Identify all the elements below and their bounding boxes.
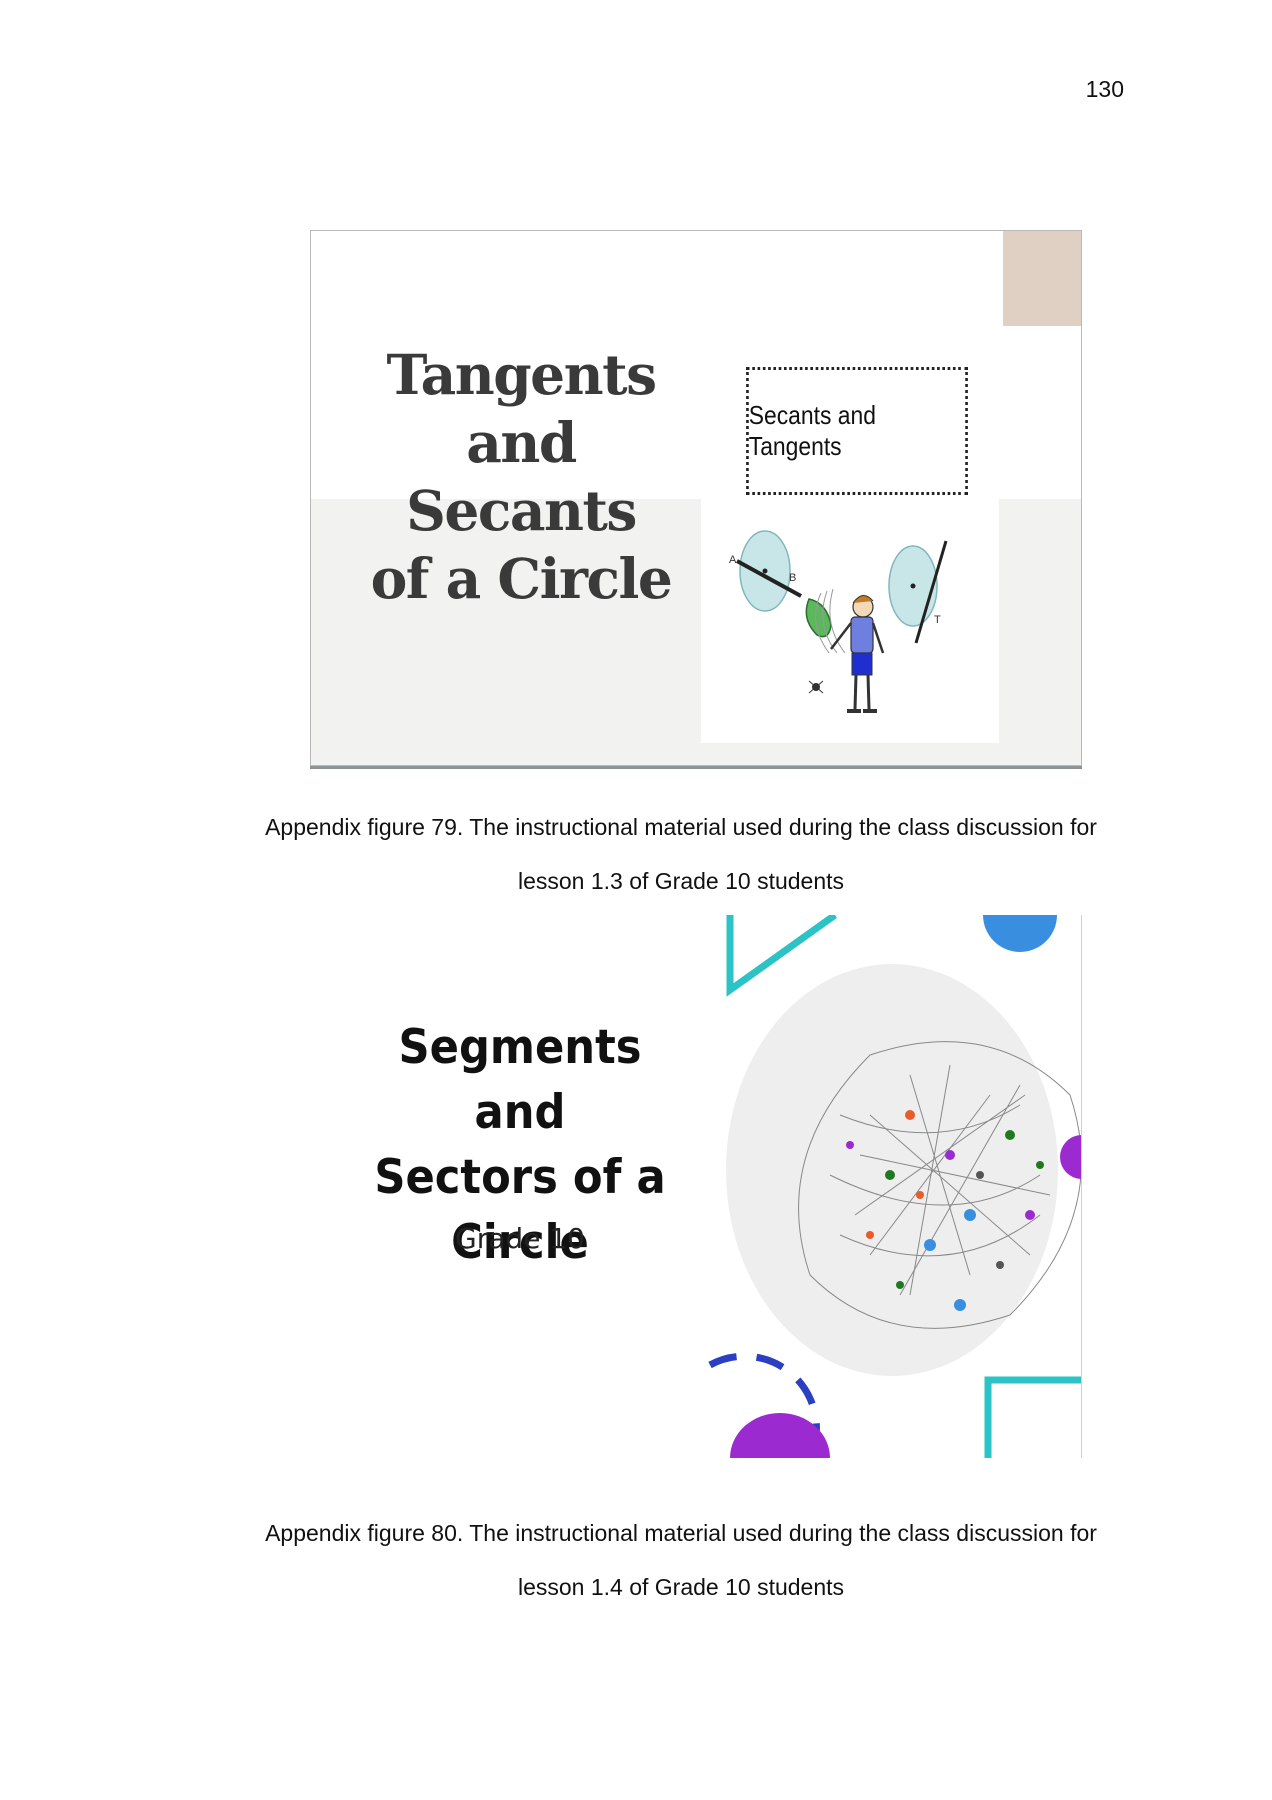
slide-corner-accent [1003,231,1081,326]
slide-title-line: and Secants [406,410,637,543]
figure-79-caption: Appendix figure 79. The instructional ma… [200,800,1162,908]
secant-line [736,559,802,598]
figure-79-slide: Tangents and Secants of a Circle Secants… [310,230,1082,766]
caption-line: Appendix figure 80. The instructional ma… [265,1520,1097,1546]
slide-title-line: Circle [451,1215,589,1270]
illustration-panel: Secants and Tangents A B T [701,331,999,743]
slide-decorations [708,915,1081,1458]
point-label-t: T [934,614,941,626]
figure-80-caption: Appendix figure 80. The instructional ma… [200,1506,1162,1614]
teal-chevron-shape [726,915,838,997]
network-sphere-circle [726,964,1058,1376]
point-label-a: A [729,554,737,566]
blue-half-circle-shape [983,915,1057,952]
network-sphere-graphic [798,1041,1081,1329]
secants-tangents-label-box: Secants and Tangents [746,367,968,495]
slide-title-line: Segments and [398,1020,642,1140]
secant-tangent-illustration: A B T [729,530,948,713]
network-nodes [846,1110,1044,1311]
purple-half-circle-shape [730,1413,830,1458]
slide-title-line: Sectors of a [374,1150,666,1205]
boy-throwing-figure [805,588,885,713]
slide-subtitle: Grade 10 [455,1222,585,1255]
page-number: 130 [1085,76,1124,102]
point-label-b: B [789,572,796,584]
slide-title: Segments and Sectors of a Circle [364,1015,677,1275]
teal-corner-bracket-shape [984,1376,1081,1458]
tangent-line [914,540,948,644]
caption-line: lesson 1.4 of Grade 10 students [517,1574,845,1600]
caption-line: Appendix figure 79. The instructional ma… [265,814,1097,840]
slide-title-line: Tangents [386,342,657,407]
slide-title: Tangents and Secants of a Circle [351,341,691,613]
purple-edge-circle-shape [1060,1135,1081,1179]
caption-line: lesson 1.3 of Grade 10 students [517,868,845,894]
slide-title-line: of a Circle [370,546,673,611]
figure-80-slide: Segments and Sectors of a Circle Grade 1… [310,915,1082,1458]
